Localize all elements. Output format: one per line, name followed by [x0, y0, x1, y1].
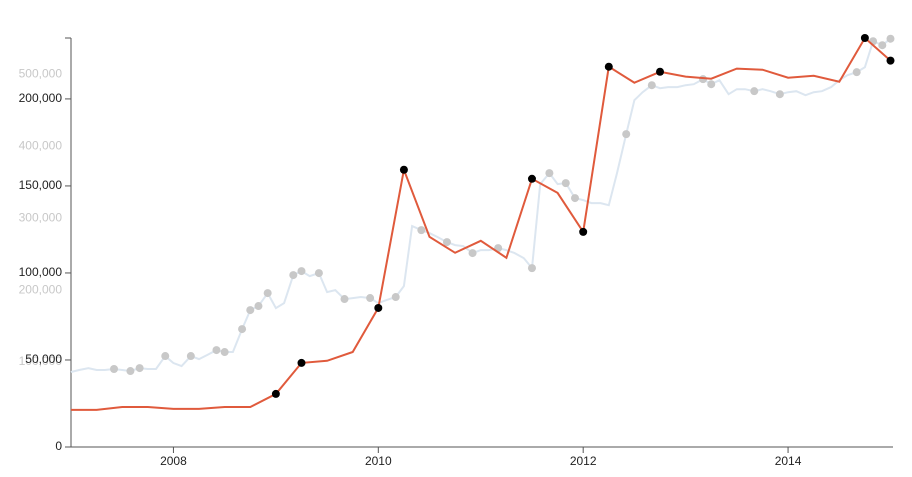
series-marker [442, 238, 451, 247]
series-marker [254, 302, 263, 311]
y2-tick-label: 100,000 [19, 354, 63, 368]
series-marker [622, 130, 631, 139]
series-marker [263, 289, 272, 298]
series-marker [212, 346, 221, 355]
series-marker [289, 271, 298, 280]
series-marker [297, 358, 306, 367]
y-tick-label: 50,000 [25, 352, 62, 366]
y2-tick-label: 200,000 [19, 282, 63, 296]
series-marker [238, 325, 247, 334]
series-marker [527, 174, 536, 183]
series-marker [314, 269, 323, 278]
series-marker [297, 267, 306, 276]
series-marker [545, 169, 554, 178]
series-marker [886, 34, 895, 43]
series-marker [852, 68, 861, 77]
series-marker [186, 352, 195, 361]
y-tick-label: 0 [55, 439, 62, 453]
series-line [70, 37, 892, 373]
series-marker [391, 293, 400, 302]
series-line [71, 36, 892, 411]
series-marker [656, 67, 665, 76]
series-marker [161, 352, 170, 361]
series-marker [579, 227, 588, 236]
series-marker [707, 80, 716, 89]
series-marker [126, 367, 135, 376]
series-marker [527, 264, 536, 273]
series-marker [860, 34, 869, 42]
series-marker [604, 62, 613, 71]
series-marker [110, 365, 119, 374]
x-tick-label: 2012 [570, 454, 597, 468]
y-tick-label: 100,000 [19, 265, 63, 279]
y2-tick-label: 300,000 [19, 210, 63, 224]
y2-tick-label: 500,000 [19, 66, 63, 80]
series-marker [271, 389, 280, 398]
y-tick-label: 150,000 [19, 178, 63, 192]
series-marker [220, 348, 229, 357]
x-tick-label: 2014 [775, 454, 802, 468]
series-marker [135, 364, 144, 373]
series-marker [340, 295, 349, 304]
series-marker [561, 179, 570, 188]
x-tick-label: 2010 [365, 454, 392, 468]
series-marker [246, 306, 255, 315]
series-marker [647, 81, 656, 90]
series-marker [878, 41, 887, 50]
series-marker [886, 56, 895, 65]
series-marker [417, 226, 426, 235]
x-tick-label: 2008 [160, 454, 187, 468]
series-marker [374, 303, 383, 312]
y2-tick-label: 400,000 [19, 138, 63, 152]
y-tick-label: 200,000 [19, 91, 63, 105]
series-marker [468, 249, 477, 258]
series-marker [750, 87, 759, 96]
series-marker [366, 294, 375, 303]
series-marker [570, 194, 579, 203]
series-marker [775, 90, 784, 99]
series-marker [399, 165, 408, 174]
